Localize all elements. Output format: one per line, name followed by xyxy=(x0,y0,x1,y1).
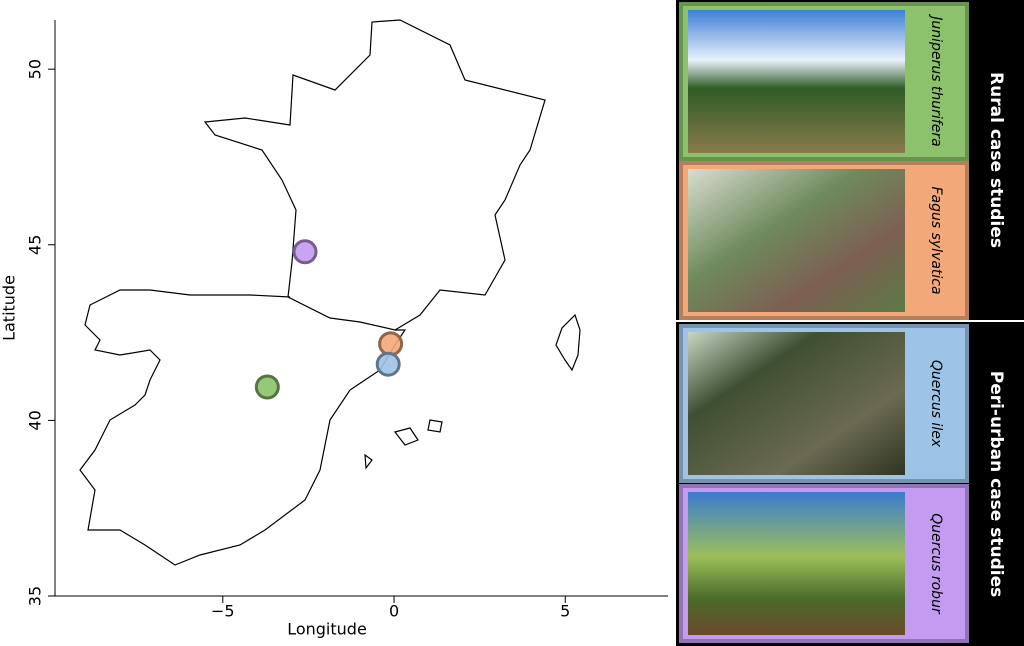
y-tick-label: 35 xyxy=(26,586,45,606)
species-label: Quercus ilex xyxy=(928,360,944,448)
group-label: Peri-urban case studies xyxy=(986,371,1006,598)
site-marker xyxy=(254,374,280,400)
x-axis-label: Longitude xyxy=(287,620,367,639)
y-axis-label: Latitude xyxy=(0,275,19,341)
site-marker xyxy=(375,351,401,377)
species-label: Quercus robur xyxy=(928,513,944,615)
x-tick-label: 0 xyxy=(389,602,399,621)
group-label: Rural case studies xyxy=(986,72,1006,248)
photo xyxy=(688,332,905,475)
photo xyxy=(688,492,905,635)
species-label: Juniperus thurifera xyxy=(928,13,944,146)
y-tick-label: 45 xyxy=(26,235,45,255)
x-tick-label: −5 xyxy=(211,602,235,621)
photo xyxy=(688,169,905,312)
species-label: Fagus sylvatica xyxy=(928,186,944,294)
coastline xyxy=(79,19,581,566)
y-tick-label: 50 xyxy=(26,59,45,79)
x-tick-label: 5 xyxy=(560,602,570,621)
site-marker xyxy=(378,331,404,357)
y-tick-label: 40 xyxy=(26,410,45,430)
photo xyxy=(688,10,905,153)
site-marker xyxy=(292,239,318,265)
